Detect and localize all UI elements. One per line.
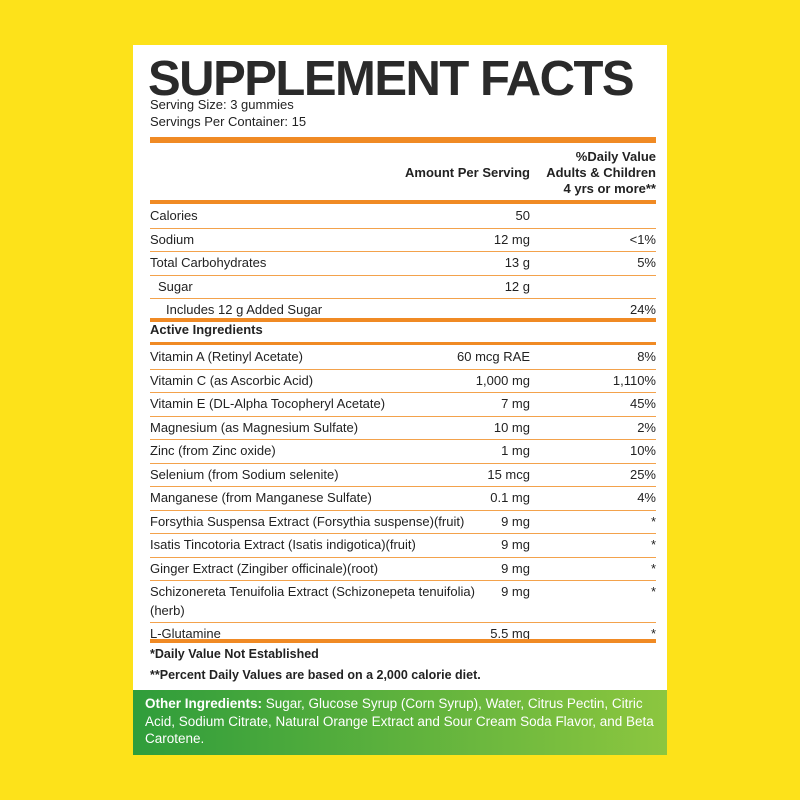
row-amount: 13 g — [504, 255, 530, 270]
row-name: Includes 12 g Added Sugar — [166, 302, 323, 317]
facts-row: Zinc (from Zinc oxide) 1 mg 10% — [150, 440, 656, 464]
row-amount: 9 mg — [501, 513, 530, 529]
row-daily-value: * — [650, 513, 656, 529]
row-amount: 50 — [515, 208, 530, 223]
row-name: Vitamin C (as Ascorbic Acid) — [150, 372, 314, 388]
row-daily-value: 25% — [629, 466, 656, 482]
row-daily-value: * — [650, 584, 656, 599]
row-name: Manganese (from Manganese Sulfate) — [150, 490, 372, 505]
row-name: Magnesium (as Magnesium Sulfate) — [150, 419, 359, 435]
row-amount: 9 mg — [501, 537, 530, 552]
row-daily-value: 4% — [637, 490, 656, 505]
row-amount: 12 mg — [493, 231, 530, 247]
facts-row: Sodium 12 mg <1% — [150, 229, 656, 252]
other-ingredients: Other Ingredients: Sugar, Glucose Syrup … — [133, 690, 667, 755]
row-name: Vitamin E (DL-Alpha Tocopheryl Acetate) — [150, 396, 386, 411]
row-amount: 7 mg — [501, 396, 530, 411]
row-daily-value: <1% — [629, 231, 656, 247]
amount-header: Amount Per Serving — [405, 165, 530, 180]
facts-row: Total Carbohydrates 13 g 5% — [150, 252, 656, 276]
row-daily-value: 8% — [637, 349, 656, 364]
divider — [150, 318, 656, 322]
row-daily-value: 24% — [629, 302, 656, 317]
row-daily-value: * — [650, 626, 656, 641]
row-amount: 1 mg — [501, 443, 530, 458]
divider — [150, 342, 656, 345]
row-daily-value: 1,110% — [612, 372, 656, 388]
facts-row: Forsythia Suspensa Extract (Forsythia su… — [150, 511, 656, 534]
daily-value-header: %Daily Value Adults & Children 4 yrs or … — [546, 149, 656, 197]
active-heading: Active Ingredients — [150, 322, 263, 337]
facts-row: Schizonereta Tenuifolia Extract (Schizon… — [150, 581, 656, 623]
facts-row: Ginger Extract (Zingiber officinale)(roo… — [150, 558, 656, 581]
row-name: Isatis Tincotoria Extract (Isatis indigo… — [150, 537, 416, 552]
divider — [150, 200, 656, 204]
row-daily-value: 2% — [637, 419, 656, 435]
footnote: **Percent Daily Values are based on a 2,… — [150, 668, 481, 682]
facts-row: Vitamin E (DL-Alpha Tocopheryl Acetate) 7… — [150, 393, 656, 417]
row-amount: 0.1 mg — [490, 490, 530, 505]
facts-row: Magnesium (as Magnesium Sulfate) 10 mg 2% — [150, 417, 656, 440]
divider — [150, 639, 656, 643]
facts-row: L-Glutamine 5.5 mg * — [150, 623, 656, 646]
footnote: *Daily Value Not Established — [150, 647, 319, 661]
row-name: Calories — [150, 208, 198, 223]
row-name: Schizonereta Tenuifolia Extract (Schizon… — [150, 584, 475, 618]
divider — [150, 137, 656, 143]
header-line: %Daily Value — [575, 149, 656, 164]
facts-row: Calories 50 — [150, 205, 656, 229]
row-name: Sugar — [158, 278, 193, 294]
row-name: L-Glutamine — [150, 626, 221, 641]
header-line: 4 yrs or more** — [563, 181, 657, 196]
facts-row: Selenium (from Sodium selenite) 15 mcg 25% — [150, 464, 656, 487]
row-name: Selenium (from Sodium selenite) — [150, 466, 339, 482]
row-name: Ginger Extract (Zingiber officinale)(roo… — [150, 560, 379, 576]
row-daily-value: 45% — [629, 396, 656, 411]
nutrition-rows: Calories 50 Sodium 12 mg <1% Total Carbohydra… — [150, 205, 656, 322]
facts-row: Vitamin A (Retinyl Acetate) 60 mcg RAE 8% — [150, 346, 656, 370]
row-daily-value: 10% — [629, 443, 656, 458]
facts-row: Includes 12 g Added Sugar 24% — [150, 299, 656, 322]
header-line: Adults & Children — [546, 165, 656, 180]
row-amount: 12 g — [504, 278, 530, 294]
facts-panel: SUPPLEMENT FACTS Serving Size: 3 gummies… — [133, 45, 667, 755]
servings-per-container: Servings Per Container: 15 — [150, 114, 307, 129]
title: SUPPLEMENT FACTS — [148, 52, 635, 106]
facts-row: Manganese (from Manganese Sulfate) 0.1 mg… — [150, 487, 656, 511]
row-amount: 15 mcg — [487, 466, 530, 482]
row-amount: 9 mg — [501, 560, 530, 576]
row-amount: 1,000 mg — [475, 372, 530, 388]
row-name: Total Carbohydrates — [150, 255, 267, 270]
row-amount: 60 mcg RAE — [457, 349, 530, 364]
row-daily-value: * — [650, 560, 656, 576]
row-amount: 5.5 mg — [490, 626, 530, 641]
serving-size: Serving Size: 3 gummies — [150, 97, 294, 112]
row-name: Sodium — [150, 231, 195, 247]
row-daily-value: 5% — [637, 255, 656, 270]
other-text: Sugar, Glucose Syrup (Corn Syrup), Water… — [145, 696, 654, 746]
active-rows: Vitamin A (Retinyl Acetate) 60 mcg RAE 8% V… — [150, 346, 656, 646]
row-daily-value: * — [650, 537, 656, 552]
row-name: Zinc (from Zinc oxide) — [150, 443, 276, 458]
row-amount: 9 mg — [501, 584, 530, 599]
row-name: Vitamin A (Retinyl Acetate) — [150, 349, 303, 364]
facts-row: Sugar 12 g — [150, 276, 656, 299]
row-name: Forsythia Suspensa Extract (Forsythia su… — [150, 513, 465, 529]
facts-row: Vitamin C (as Ascorbic Acid) 1,000 mg 1,11… — [150, 370, 656, 393]
other-label: Other Ingredients: — [145, 696, 263, 711]
row-amount: 10 mg — [493, 419, 530, 435]
facts-row: Isatis Tincotoria Extract (Isatis indigo… — [150, 534, 656, 558]
